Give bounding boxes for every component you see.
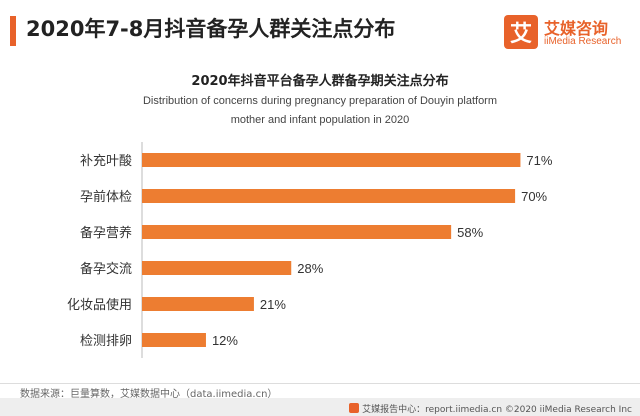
value-label: 71% (526, 153, 552, 168)
category-label: 检测排卵 (80, 334, 132, 349)
value-label: 12% (212, 333, 238, 348)
report-center-icon (349, 403, 360, 413)
value-label: 70% (521, 189, 547, 204)
bar (142, 333, 206, 347)
category-label: 备孕营养 (80, 225, 132, 241)
footer-label: 艾媒报告中心：report.iimedia.cn ©2020 iiMedia R… (362, 405, 632, 415)
chart-subtitle-line-1: Distribution of concerns during pregnanc… (142, 95, 498, 107)
chart-subtitle-line-2: mother and infant population in 2020 (230, 114, 410, 126)
category-label: 化妆品使用 (67, 297, 132, 313)
bar (142, 189, 516, 203)
value-label: 21% (260, 297, 286, 312)
logo-subtitle: iiMedia Research (544, 36, 622, 47)
chart-title: 2020年抖音平台备孕人群备孕期关注点分布 (191, 74, 449, 89)
category-label: 备孕交流 (80, 261, 132, 277)
bar-chart: 补充叶酸 71% 孕前体检 70% 备孕营养 58% 备孕交流 28% 化妆品使用 21% 检测排卵… (67, 142, 553, 358)
title-accent-bar (10, 16, 16, 46)
bar (142, 261, 292, 275)
page-title: 2020年7-8月抖音备孕人群关注点分布 (26, 17, 396, 41)
value-label: 58% (457, 225, 483, 240)
logo-mark: 艾 (504, 15, 538, 49)
logo-name: 艾媒咨询 (544, 19, 609, 38)
category-label: 补充叶酸 (80, 153, 132, 169)
data-source: 数据来源：巨量算数，艾媒数据中心（data.iimedia.cn） (20, 389, 278, 400)
value-label: 28% (297, 261, 323, 276)
bar (142, 153, 521, 167)
footer-text: 艾媒报告中心：report.iimedia.cn ©2020 iiMedia R… (349, 402, 632, 415)
bar (142, 297, 254, 311)
chart-subtitle: Distribution of concerns during pregnanc… (80, 92, 560, 130)
bar (142, 225, 452, 239)
brand-logo: 艾 艾媒咨询 iiMedia Research (504, 14, 630, 50)
footer-divider (0, 383, 640, 384)
category-label: 孕前体检 (80, 189, 132, 205)
footer-bar (0, 398, 640, 416)
